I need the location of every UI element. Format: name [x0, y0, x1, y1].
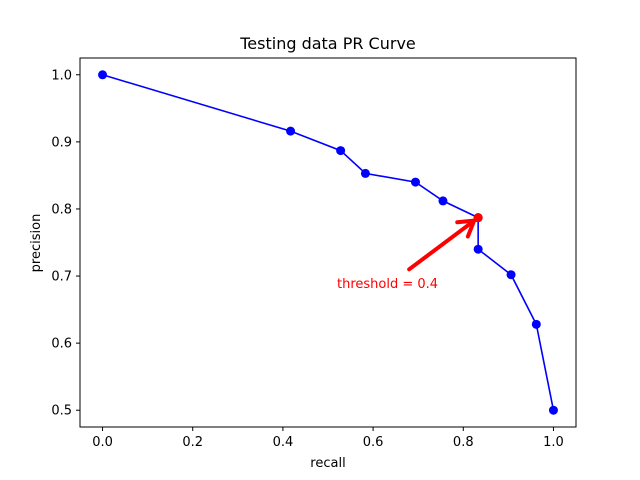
- annotation-arrow-head: [455, 218, 477, 239]
- x-axis: 0.0 0.2 0.4 0.6 0.8 1.0: [92, 427, 564, 450]
- y-axis: 0.5 0.6 0.7 0.8 0.9 1.0: [51, 68, 80, 419]
- y-tick-label: 0.9: [51, 135, 72, 150]
- x-tick-label: 0.8: [453, 435, 474, 450]
- annotation-text: threshold = 0.4: [337, 277, 438, 292]
- y-tick-label: 1.0: [51, 68, 72, 83]
- data-point: [531, 319, 541, 329]
- x-tick-label: 0.0: [92, 435, 113, 450]
- x-tick-label: 0.4: [273, 435, 294, 450]
- chart-title: Testing data PR Curve: [239, 34, 416, 53]
- y-tick-label: 0.8: [51, 202, 72, 217]
- x-tick-label: 0.2: [182, 435, 203, 450]
- plot-frame: [79, 57, 577, 428]
- data-point: [360, 168, 370, 178]
- annotation-arrow-shaft: [407, 218, 477, 272]
- x-axis-label: recall: [310, 456, 345, 471]
- x-tick-label: 1.0: [543, 435, 564, 450]
- data-point: [410, 177, 420, 187]
- data-point: [98, 70, 108, 80]
- data-point: [286, 126, 296, 136]
- y-tick-label: 0.7: [51, 270, 72, 285]
- data-layer: threshold = 0.4: [98, 70, 558, 415]
- y-tick-label: 0.5: [51, 404, 72, 419]
- data-point: [506, 270, 516, 280]
- data-point: [548, 405, 558, 415]
- data-point: [438, 196, 448, 206]
- y-tick-label: 0.6: [51, 337, 72, 352]
- y-axis-label: precision: [29, 214, 44, 273]
- data-point: [473, 244, 483, 254]
- x-tick-label: 0.6: [363, 435, 384, 450]
- data-point: [336, 146, 346, 156]
